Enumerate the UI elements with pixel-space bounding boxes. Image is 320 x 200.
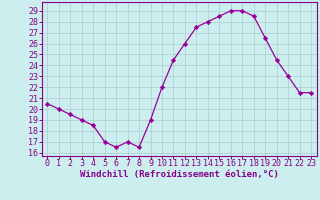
X-axis label: Windchill (Refroidissement éolien,°C): Windchill (Refroidissement éolien,°C) xyxy=(80,170,279,179)
